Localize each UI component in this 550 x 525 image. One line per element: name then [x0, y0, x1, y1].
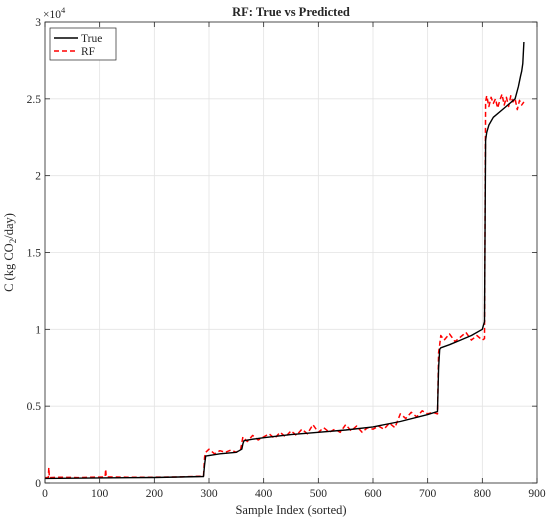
x-tick-label: 100 [91, 488, 109, 500]
y-axis-label-main: C (kg CO [2, 243, 16, 292]
y-tick-label: 3 [35, 17, 41, 29]
y-axis-exponent-base: ×10 [43, 9, 61, 21]
legend-box [49, 27, 117, 61]
y-axis-exponent-power: 4 [61, 5, 66, 15]
series-line-true [44, 41, 525, 480]
legend: True RF [49, 27, 117, 61]
x-tick-label: 400 [255, 488, 273, 500]
y-tick-label: 2.5 [27, 94, 42, 106]
x-tick-label: 600 [364, 488, 382, 500]
y-axis-label-subscript: 2 [8, 239, 18, 244]
y-axis-label-unit: /day) [2, 213, 16, 239]
x-tick-label: 500 [310, 488, 328, 500]
plot-series [44, 41, 525, 480]
x-tick-label: 300 [200, 488, 218, 500]
x-axis-label: Sample Index (sorted) [235, 503, 346, 517]
y-axis-exponent: ×104 [43, 5, 66, 21]
x-tick-label: 900 [528, 488, 546, 500]
legend-label-rf: RF [81, 46, 95, 58]
y-axis-label: C (kg CO2/day) [2, 213, 18, 292]
x-tick-label: 0 [42, 488, 48, 500]
y-tick-label: 0.5 [27, 401, 42, 413]
y-tick-label: 0 [35, 478, 41, 490]
chart-title: RF: True vs Predicted [232, 5, 350, 19]
x-tick-label: 200 [146, 488, 164, 500]
x-tick-label: 800 [474, 488, 492, 500]
x-tick-label: 700 [419, 488, 437, 500]
y-tick-label: 1 [35, 324, 41, 336]
y-tick-label: 2 [35, 171, 41, 183]
y-tick-label: 1.5 [27, 248, 42, 260]
ticks: 0 100 200 300 400 500 600 700 800 900 0 0.5 1 1.5 2 2.5… [27, 17, 546, 500]
series-line-rf [45, 93, 525, 479]
legend-label-true: True [81, 33, 102, 45]
